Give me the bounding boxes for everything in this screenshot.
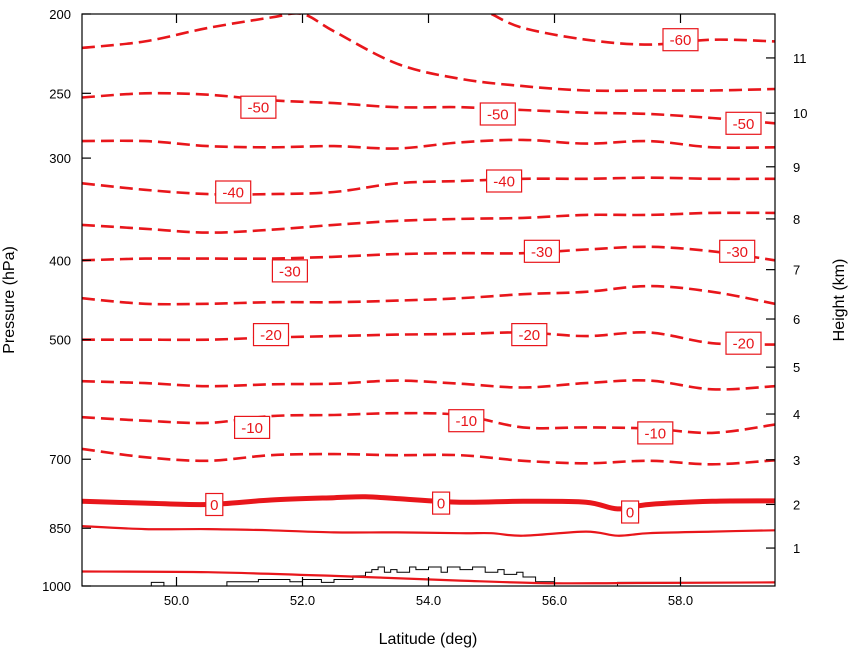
x-tick-label: 52.0 [290, 593, 315, 608]
isotherm-line [82, 245, 775, 262]
isotherm-line [82, 14, 775, 93]
contour-label: -60 [662, 28, 699, 52]
contour-label-text: -50 [733, 116, 755, 133]
x-tick-label: 54.0 [416, 593, 441, 608]
contour-label: -30 [271, 259, 308, 283]
contour-label-text: -10 [644, 425, 666, 442]
contour-label-text: -50 [248, 100, 270, 117]
y-tick-label: 1000 [42, 579, 71, 594]
contour-label-text: -40 [493, 174, 515, 191]
contour-label: -10 [234, 415, 271, 439]
x-tick-label: 58.0 [668, 593, 693, 608]
contour-label: -20 [725, 331, 762, 355]
contour-label: -30 [719, 239, 756, 263]
y-tick-label: 700 [49, 452, 71, 467]
contour-label-text: -30 [531, 244, 553, 261]
contour-label: -50 [725, 111, 762, 135]
contour-label: -40 [486, 169, 523, 193]
isotherm-line [82, 331, 775, 346]
contour-label: -10 [637, 421, 674, 445]
y2-tick-label: 7 [793, 263, 800, 278]
contour-label: -50 [240, 95, 277, 119]
contour-label: -40 [215, 180, 252, 204]
y-axis-title: Pressure (hPa) [1, 246, 18, 354]
isotherm-line [82, 570, 775, 585]
y2-tick-label: 5 [793, 360, 800, 375]
y2-tick-label: 11 [793, 51, 807, 66]
isotherm-line [82, 211, 775, 234]
y2-tick-label: 4 [793, 407, 800, 422]
y-tick-label: 850 [49, 521, 71, 536]
contour-label: 0 [620, 500, 640, 524]
y-tick-label: 300 [49, 151, 71, 166]
y-tick-label: 500 [49, 333, 71, 348]
y-tick-label: 400 [49, 253, 71, 268]
contour-label-text: -30 [279, 263, 301, 280]
isotherm-line [82, 525, 775, 537]
terrain-outline [82, 566, 775, 586]
isotherm-line [82, 284, 775, 306]
contour-label: -20 [511, 323, 548, 347]
contour-label-text: -60 [670, 32, 692, 49]
y2-tick-label: 8 [793, 212, 800, 227]
isotherm-line [82, 91, 775, 125]
y2-tick-label: 9 [793, 160, 800, 175]
contour-label: 0 [432, 491, 451, 515]
isotherm-line [82, 447, 775, 466]
x-tick-label: 56.0 [542, 593, 567, 608]
x-axis-title: Latitude (deg) [379, 631, 478, 648]
y2-axis-title: Height (km) [831, 259, 848, 342]
isotherm-line [82, 176, 775, 196]
contour-label-text: -30 [726, 244, 748, 261]
contour-label: -50 [479, 102, 516, 126]
isotherm-line [82, 379, 775, 391]
contour-label-text: 0 [210, 497, 218, 514]
contour-label-text: -50 [487, 107, 509, 124]
contour-label: -20 [252, 323, 290, 347]
contour-label-text: 0 [437, 496, 445, 513]
isotherm-line [490, 14, 775, 46]
contour-label-text: -10 [241, 420, 263, 437]
contour-label-text: -10 [455, 413, 477, 430]
contour-label-text: -20 [733, 336, 755, 353]
y2-tick-label: 6 [793, 312, 800, 327]
contour-label: -30 [523, 239, 561, 263]
contour-label-text: -40 [222, 185, 244, 202]
y-tick-label: 250 [49, 86, 71, 101]
isotherm-line [82, 138, 775, 150]
contour-label: 0 [205, 492, 224, 517]
y2-tick-label: 3 [793, 453, 800, 468]
contour-label: -10 [448, 409, 485, 433]
contour-label-text: -20 [260, 327, 282, 344]
y-tick-label: 200 [49, 7, 71, 22]
contour-label-text: -20 [518, 327, 540, 344]
contour-label-text: 0 [626, 505, 634, 522]
y2-tick-label: 10 [793, 106, 807, 121]
y2-tick-label: 1 [793, 541, 800, 556]
y2-tick-label: 2 [793, 497, 800, 512]
x-tick-label: 50.0 [164, 593, 189, 608]
